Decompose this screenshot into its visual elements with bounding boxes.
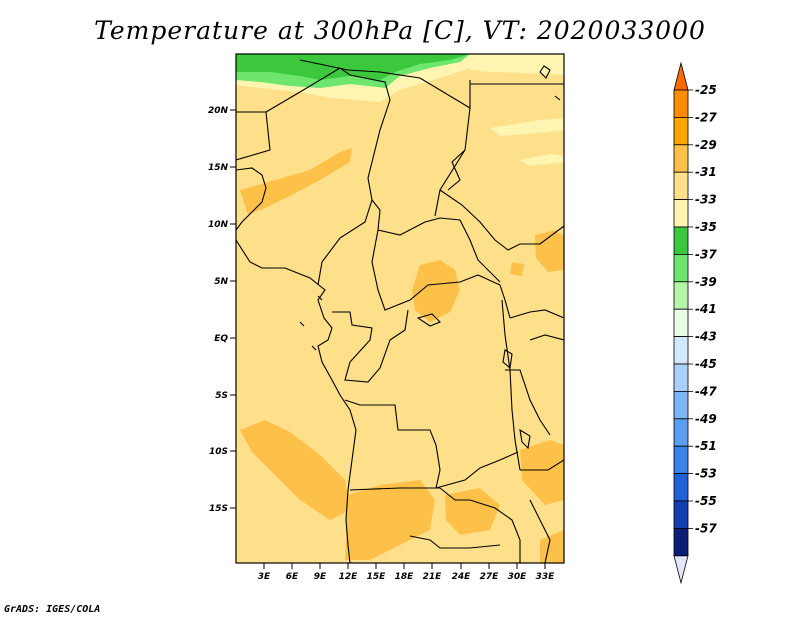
colorbar-swatch (673, 445, 689, 475)
plot-frame (235, 53, 565, 564)
colorbar-level-label: -31 (695, 165, 717, 179)
warm-patch-southern-africa (345, 480, 435, 560)
colorbar-swatch (673, 144, 689, 173)
lat-label: 10S (209, 447, 228, 457)
lon-label: 3E (258, 572, 271, 582)
latitude-axis: 20N 15N 10N 5N EQ 5S 10S 15S (208, 106, 236, 514)
lon-label: 18E (395, 572, 415, 582)
colorbar-level-label: -41 (695, 302, 717, 316)
colorbar-swatch (673, 336, 689, 365)
colorbar-level-label: -39 (695, 275, 717, 289)
colorbar-swatch (673, 418, 689, 447)
cool-streak-east-2 (520, 154, 564, 166)
lat-label: 15S (209, 504, 228, 514)
warm-patch-southeast (520, 440, 564, 505)
lat-label: 20N (208, 106, 229, 116)
lon-label: 21E (423, 572, 443, 582)
colorbar-swatch (673, 171, 689, 200)
colorbar-swatch (673, 89, 689, 118)
colorbar-swatch (673, 226, 689, 255)
colorbar-swatch (673, 473, 689, 502)
colorbar-top-arrow (673, 61, 689, 91)
colorbar-level-label: -33 (695, 193, 717, 207)
cool-band-northeast (470, 54, 564, 72)
lon-label: 6E (286, 572, 299, 582)
lat-label: 10N (208, 220, 229, 230)
colorbar-level-label: -53 (695, 467, 717, 481)
colorbar-level-label: -25 (695, 83, 717, 97)
lon-label: 15E (367, 572, 387, 582)
temperature-field (236, 54, 564, 563)
colorbar-level-label: -47 (695, 384, 717, 398)
warm-patch-east (535, 230, 564, 272)
colorbar-level-label: -29 (695, 138, 717, 152)
colorbar-level-label: -43 (695, 330, 717, 344)
lat-label: 5S (215, 391, 228, 401)
grads-credit: GrADS: IGES/COLA (4, 604, 101, 615)
colorbar-swatch (673, 363, 689, 392)
lon-label: 12E (339, 572, 359, 582)
warm-patch-atlantic (240, 420, 350, 520)
dark-green-band-north (236, 54, 470, 80)
colorbar-swatch (673, 117, 689, 146)
colorbar-level-label: -57 (695, 521, 717, 535)
warm-patch-west-africa (240, 148, 352, 215)
colorbar-level-label: -49 (695, 412, 717, 426)
longitude-axis: 3E 6E 9E 12E 15E 18E 21E 24E 27E 30E 33E (258, 563, 555, 582)
colorbar: -25 -27 -29 -31 -33 -35 -37 -39 -41 -43 -45 -47 -49 -… (673, 61, 717, 585)
colorbar-swatch (673, 528, 689, 557)
colorbar-swatch (673, 390, 689, 420)
colorbar-level-label: -51 (695, 439, 717, 453)
colorbar-swatch (673, 199, 689, 228)
colorbar-bottom-arrow (673, 555, 689, 585)
coastlines-borders (236, 59, 564, 563)
lon-label: 27E (480, 572, 500, 582)
lon-label: 33E (536, 572, 556, 582)
lat-label: EQ (214, 334, 228, 344)
lat-label: 15N (208, 163, 229, 173)
colorbar-swatch (673, 308, 689, 338)
colorbar-swatch (673, 500, 689, 529)
warm-patch-central (412, 260, 460, 322)
map-title: Temperature at 300hPa [C], VT: 202003300… (94, 16, 706, 45)
lon-label: 9E (314, 572, 327, 582)
colorbar-level-label: -45 (695, 357, 717, 371)
colorbar-level-label: -55 (695, 494, 717, 508)
colorbar-level-label: -37 (695, 247, 717, 261)
colorbar-level-label: -35 (695, 220, 717, 234)
colorbar-swatch (673, 253, 689, 283)
colorbar-swatch (673, 281, 689, 310)
colorbar-level-label: -27 (695, 110, 717, 124)
cool-streak-east (490, 118, 564, 136)
lat-label: 5N (214, 277, 228, 287)
lon-label: 30E (508, 572, 528, 582)
lon-label: 24E (452, 572, 472, 582)
